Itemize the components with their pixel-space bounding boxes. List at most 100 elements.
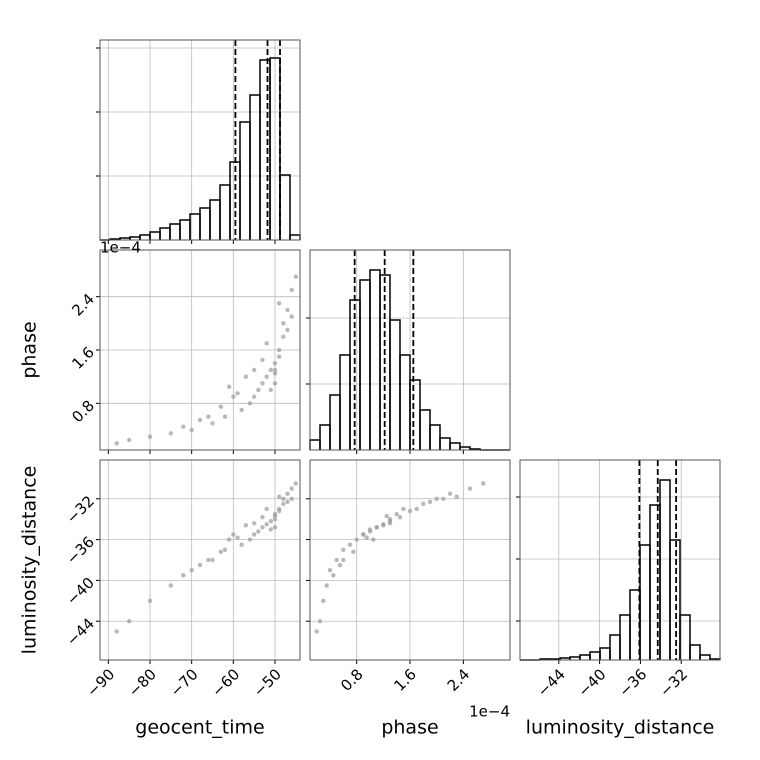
hist-bin (389, 319, 401, 450)
sample-point (334, 557, 339, 563)
sample-point (387, 521, 393, 526)
panel-frame (309, 459, 511, 661)
y-tick-label: −44 (63, 615, 98, 650)
hist-bin (659, 479, 671, 660)
sample-point (407, 508, 413, 514)
hist-bin (219, 184, 231, 240)
sample-point (324, 583, 329, 588)
x-tick-label: −60 (208, 665, 243, 700)
sample-point (260, 514, 265, 520)
sample-point (421, 501, 426, 507)
hist-bin (639, 544, 651, 660)
sample-point (235, 391, 240, 396)
x-tick-label: −40 (574, 665, 609, 700)
hist-bin (699, 654, 711, 660)
sample-point (454, 494, 459, 499)
sample-point (239, 407, 244, 413)
sample-point (251, 521, 257, 526)
sample-point (414, 506, 419, 512)
sample-point (147, 598, 153, 604)
sample-point (276, 354, 282, 359)
sample-point (281, 501, 286, 507)
sample-point (268, 367, 274, 373)
sample-point (197, 562, 203, 568)
sample-point (289, 486, 294, 491)
sample-point (285, 307, 290, 313)
x-tick-label: −90 (83, 665, 118, 700)
sample-point (367, 529, 373, 534)
sample-point (114, 629, 119, 634)
sample-point (354, 537, 359, 542)
hist-bin (599, 647, 611, 660)
sample-point (197, 417, 203, 423)
sample-point (251, 394, 257, 399)
sample-point (239, 542, 244, 547)
sample-point (331, 573, 336, 578)
sample-point (467, 486, 473, 491)
y-axis-label: luminosity_distance (19, 466, 41, 655)
sample-point (289, 496, 294, 501)
sample-point (317, 619, 323, 624)
sample-point (272, 367, 278, 373)
sample-point (293, 274, 299, 279)
hist-bin (689, 644, 701, 660)
sample-point (276, 494, 282, 499)
sample-point (256, 387, 261, 393)
sample-point (114, 441, 119, 446)
sample-point (434, 496, 439, 501)
sample-point (206, 557, 211, 563)
sample-point (384, 513, 389, 519)
hist-bin (429, 424, 441, 450)
x-offset-text: 1e−4 (469, 703, 510, 721)
x-tick-label: −80 (125, 665, 160, 700)
sample-point (247, 537, 253, 542)
sample-point (341, 557, 346, 563)
sample-point (210, 421, 215, 426)
sample-point (447, 491, 453, 496)
hist-bin (399, 354, 411, 450)
sample-point (351, 549, 356, 555)
sample-point (126, 437, 132, 443)
x-tick-label: −36 (615, 665, 650, 700)
panel-frame (99, 39, 301, 241)
hist-bin (169, 223, 181, 240)
y-tick-label: 2.4 (68, 290, 98, 320)
hist-bin (249, 94, 261, 240)
sample-point (289, 287, 294, 293)
sample-point (264, 374, 269, 379)
x-tick-label: 2.4 (444, 665, 474, 695)
sample-point (371, 537, 376, 542)
sample-point (289, 314, 294, 319)
hist-bin (179, 219, 191, 240)
sample-point (247, 401, 253, 406)
y-tick-label: −40 (63, 574, 98, 609)
sample-point (235, 535, 240, 540)
sample-point (276, 508, 282, 514)
sample-point (264, 341, 269, 346)
x-tick-label: −44 (534, 665, 569, 700)
sample-point (251, 367, 257, 373)
hist-bin (319, 424, 331, 450)
sample-point (231, 394, 236, 399)
sample-point (381, 523, 386, 528)
sample-point (222, 547, 228, 552)
sample-point (281, 496, 286, 501)
x-tick-label: 0.8 (337, 665, 367, 695)
sample-point (272, 381, 278, 386)
sample-point (337, 562, 343, 568)
sample-point (293, 481, 299, 486)
sample-point (364, 535, 369, 540)
hist-bin (679, 614, 691, 660)
sample-point (321, 598, 326, 604)
hist-bin (619, 614, 631, 660)
hist-bin (439, 437, 451, 450)
sample-point (268, 387, 274, 393)
sample-point (243, 523, 249, 528)
x-axis-label: phase (381, 717, 438, 739)
sample-point (327, 568, 333, 573)
y-tick-label: 1.6 (68, 343, 98, 373)
x-tick-label: −32 (656, 665, 691, 700)
x-tick-label: −70 (167, 665, 202, 700)
sample-point (260, 381, 265, 386)
